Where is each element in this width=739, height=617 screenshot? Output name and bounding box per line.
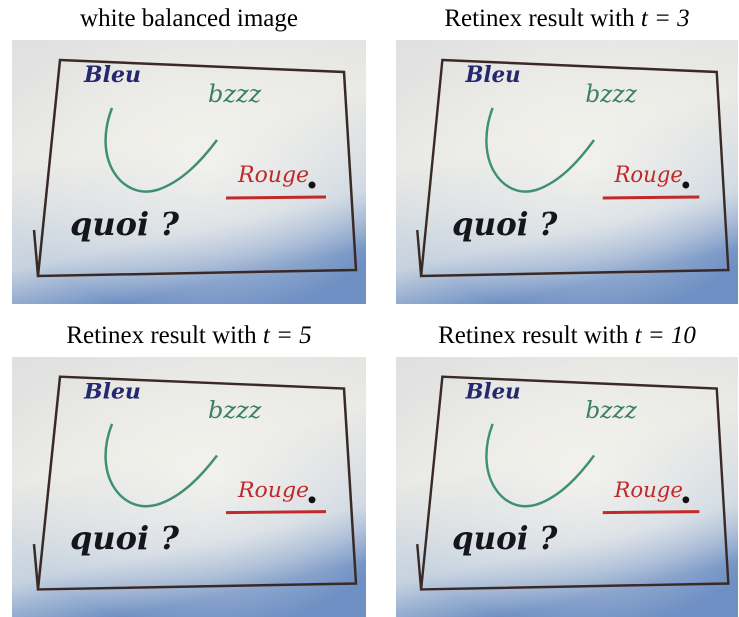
green-curve bbox=[485, 423, 596, 508]
red-underline bbox=[225, 195, 327, 200]
green-curve bbox=[104, 423, 218, 508]
caption-math: t = 5 bbox=[263, 322, 312, 349]
word-green: bzzz bbox=[585, 396, 637, 424]
photo: Bleu bzzz Rouge quoi ? bbox=[396, 40, 738, 304]
dot bbox=[682, 496, 690, 504]
word-red: Rouge bbox=[613, 478, 683, 503]
word-green: bzzz bbox=[585, 80, 637, 108]
caption-text: Retinex result with bbox=[438, 322, 629, 349]
red-underline bbox=[602, 510, 700, 515]
caption: Retinex result with t = 5 bbox=[66, 322, 311, 349]
word-red: Rouge bbox=[237, 163, 309, 188]
dot bbox=[308, 181, 316, 189]
caption: white balanced image bbox=[80, 5, 298, 32]
word-black: quoi ? bbox=[452, 206, 558, 244]
word-blue: Bleu bbox=[465, 379, 521, 404]
caption: Retinex result with t = 3 bbox=[444, 5, 689, 32]
green-curve bbox=[104, 107, 218, 193]
word-blue: Bleu bbox=[83, 380, 141, 405]
red-underline bbox=[602, 195, 700, 200]
dot bbox=[682, 181, 690, 189]
board-border bbox=[32, 375, 358, 591]
caption-text: Retinex result with bbox=[66, 322, 257, 349]
green-curve bbox=[485, 107, 596, 193]
word-red: Rouge bbox=[237, 478, 309, 503]
board-border bbox=[416, 58, 730, 278]
word-green: bzzz bbox=[208, 396, 262, 424]
word-black: quoi ? bbox=[70, 520, 179, 557]
photo: Bleu bzzz Rouge quoi ? bbox=[12, 40, 366, 304]
photo: Bleu bzzz Rouge quoi ? bbox=[396, 357, 738, 617]
word-black: quoi ? bbox=[70, 205, 179, 243]
caption-text: Retinex result with bbox=[444, 5, 635, 32]
word-blue: Bleu bbox=[83, 62, 141, 88]
board-border bbox=[32, 58, 358, 278]
word-red: Rouge bbox=[613, 163, 683, 188]
board-border bbox=[416, 375, 730, 591]
word-blue: Bleu bbox=[465, 63, 521, 88]
caption-math: t = 3 bbox=[641, 5, 690, 32]
caption-math: t = 10 bbox=[635, 322, 697, 349]
photo: Bleu bzzz Rouge quoi ? bbox=[12, 357, 366, 617]
word-black: quoi ? bbox=[452, 521, 558, 557]
caption: Retinex result with t = 10 bbox=[438, 322, 696, 349]
red-underline bbox=[225, 510, 327, 515]
word-green: bzzz bbox=[208, 80, 262, 108]
dot bbox=[308, 496, 316, 504]
caption-text: white balanced image bbox=[80, 5, 298, 32]
